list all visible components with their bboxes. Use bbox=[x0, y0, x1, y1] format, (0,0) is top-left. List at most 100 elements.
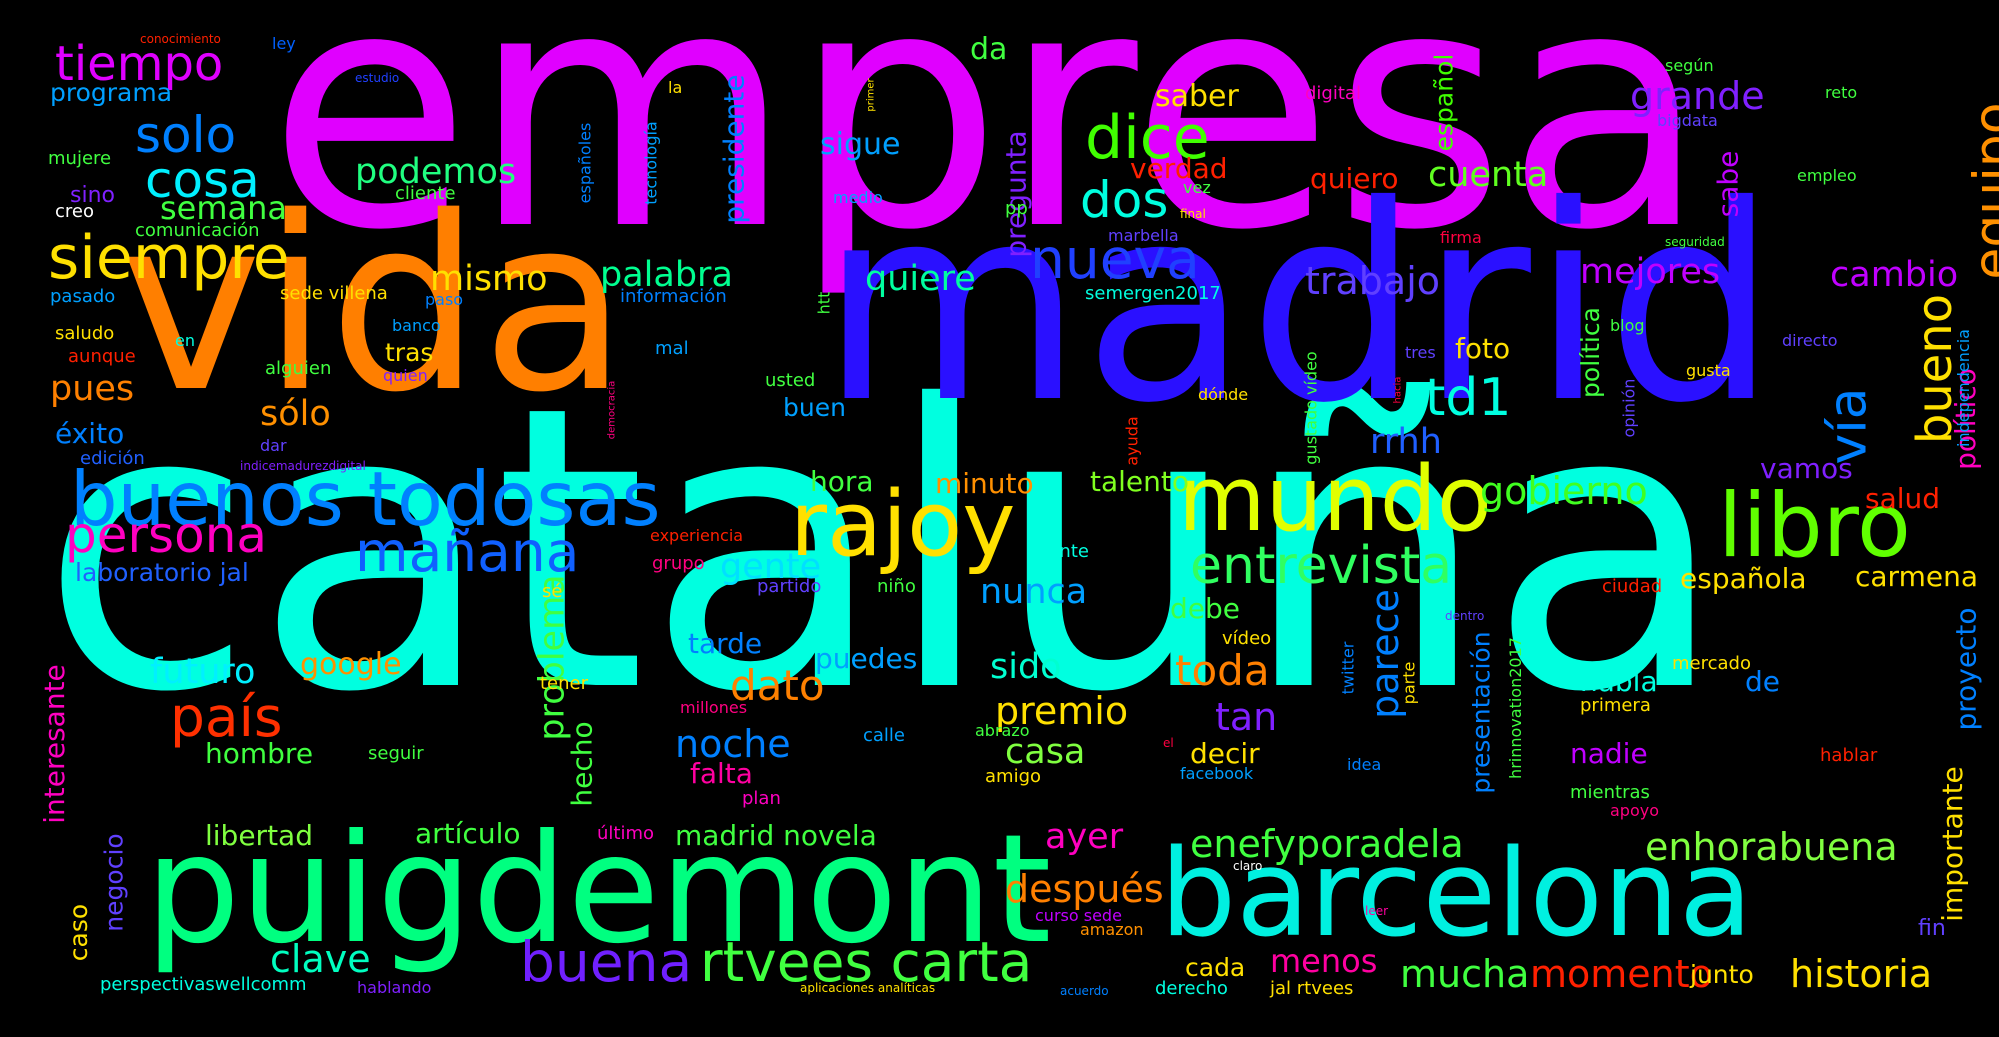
word-dice: dice bbox=[1085, 103, 1210, 173]
word-donde: dónde bbox=[1198, 385, 1249, 404]
word-talento: talento bbox=[1090, 465, 1189, 498]
word-en: en bbox=[175, 331, 195, 350]
word-entrevista: entrevista bbox=[1190, 536, 1453, 596]
word-menos: menos bbox=[1270, 942, 1378, 980]
word-trabajo: trabajo bbox=[1305, 259, 1441, 303]
word-cambio: cambio bbox=[1830, 255, 1959, 295]
word-acuerdo: acuerdo bbox=[1060, 984, 1109, 998]
word-frente: frente bbox=[1035, 541, 1089, 562]
word-cada: cada bbox=[1185, 953, 1246, 982]
word-experiencia: experiencia bbox=[650, 526, 744, 545]
word-informacion: información bbox=[620, 286, 727, 307]
word-cuenta: cuenta bbox=[1428, 155, 1549, 195]
word-pp: pp bbox=[1005, 198, 1028, 219]
word-la: la bbox=[668, 78, 683, 97]
word-barcelona: barcelona bbox=[1160, 825, 1753, 964]
word-ultimo: último bbox=[597, 823, 655, 844]
word-buen: buen bbox=[783, 393, 846, 422]
word-cataluna: cataluña bbox=[40, 323, 1728, 777]
word-blog: blog bbox=[1610, 316, 1645, 335]
word-madrid-novela: madrid novela bbox=[675, 819, 877, 852]
word-rajoy: rajoy bbox=[790, 472, 1016, 577]
word-independencia: independencia bbox=[1953, 329, 1973, 447]
word-saber: saber bbox=[1155, 79, 1239, 114]
word-ciudad: ciudad bbox=[1602, 576, 1663, 597]
word-sido: sido bbox=[990, 647, 1062, 687]
word-semergen2017: semergen2017 bbox=[1085, 283, 1221, 304]
word-gusta: gusta bbox=[1686, 361, 1731, 380]
word-pais: país bbox=[170, 685, 283, 749]
word-articulo: artículo bbox=[415, 817, 521, 850]
word-mejores: mejores bbox=[1580, 252, 1721, 292]
word-amigo: amigo bbox=[985, 766, 1042, 787]
word-mercado: mercado bbox=[1672, 653, 1751, 674]
word-minuto: minuto bbox=[935, 467, 1034, 500]
word-exito: éxito bbox=[55, 417, 125, 450]
word-curso-sede: curso sede bbox=[1035, 906, 1122, 925]
word-marbella: marbella bbox=[1108, 226, 1179, 245]
word-hablando: hablando bbox=[357, 978, 432, 997]
word-dar: dar bbox=[260, 436, 287, 455]
word-politica: política bbox=[1575, 307, 1605, 398]
word-apoyo: apoyo bbox=[1610, 801, 1660, 820]
word-de: de bbox=[1745, 665, 1780, 698]
word-tener: tener bbox=[540, 673, 589, 694]
word-salud: salud bbox=[1865, 482, 1941, 515]
word-mismo: mismo bbox=[430, 259, 548, 299]
word-ley: ley bbox=[272, 34, 296, 53]
word-tres: tres bbox=[1405, 343, 1436, 362]
word-tras: tras bbox=[385, 338, 434, 367]
word-creo: creo bbox=[55, 201, 94, 222]
word-nueva: nueva bbox=[1030, 227, 1200, 291]
word-gobierno: gobierno bbox=[1480, 469, 1648, 513]
word-palabra: palabra bbox=[600, 255, 733, 295]
word-quiere: quiere bbox=[865, 259, 976, 299]
word-noche: noche bbox=[675, 722, 791, 766]
word-video: vídeo bbox=[1222, 628, 1272, 649]
word-reto: reto bbox=[1825, 83, 1858, 102]
word-semana: semana bbox=[160, 189, 288, 227]
word-medio: medio bbox=[833, 188, 883, 207]
word-sabe: sabe bbox=[1711, 150, 1745, 218]
word-fin: fin bbox=[1918, 916, 1946, 941]
word-laboratorio-jal: laboratorio jal bbox=[75, 558, 249, 587]
word-td1: td1 bbox=[1425, 368, 1512, 428]
word-se: sé bbox=[542, 581, 563, 602]
word-banco: banco bbox=[392, 316, 441, 335]
word-bigdata: bigdata bbox=[1657, 111, 1718, 130]
word-partido: partido bbox=[757, 576, 822, 597]
word-ayuda: ayuda bbox=[1122, 416, 1142, 466]
word-sede-villena: sede villena bbox=[280, 283, 388, 304]
word-calle: calle bbox=[863, 725, 906, 746]
word-persona: persona bbox=[65, 506, 268, 564]
word-indicemadurezdigital: indicemadurezdigital bbox=[240, 459, 366, 473]
word-pregunta: pregunta bbox=[999, 130, 1033, 258]
word-digital: digital bbox=[1305, 83, 1361, 104]
word-dos: dos bbox=[1080, 171, 1169, 229]
word-derecho: derecho bbox=[1155, 978, 1228, 999]
word-empleo: empleo bbox=[1797, 166, 1857, 185]
word-mal: mal bbox=[655, 338, 689, 359]
word-libertad: libertad bbox=[205, 819, 313, 852]
word-parte: parte bbox=[1399, 661, 1419, 705]
word-seguridad: seguridad bbox=[1665, 235, 1725, 249]
word-enefyporadela: enefyporadela bbox=[1190, 822, 1464, 866]
word-tecnologia: tecnología bbox=[641, 121, 661, 205]
word-mientras: mientras bbox=[1570, 782, 1650, 803]
word-casa: casa bbox=[1005, 732, 1086, 772]
word-amazon: amazon bbox=[1080, 920, 1144, 939]
word-mucha: mucha bbox=[1400, 952, 1530, 996]
word-nino: niño bbox=[877, 576, 916, 597]
word-primera: primera bbox=[1580, 695, 1651, 716]
word-vamos: vamos bbox=[1760, 452, 1853, 485]
word-momento: momento bbox=[1530, 952, 1713, 996]
word-cliente: cliente bbox=[395, 183, 456, 204]
word-empresa: empresa bbox=[268, 0, 1708, 302]
word-leer: leer bbox=[1365, 904, 1389, 918]
word-tarde: tarde bbox=[688, 627, 763, 660]
word-historia: historia bbox=[1790, 952, 1933, 996]
word-rtvees-carta: rtvees carta bbox=[700, 930, 1033, 994]
word-interesante: interesante bbox=[37, 664, 71, 824]
word-grupo: grupo bbox=[652, 553, 705, 574]
